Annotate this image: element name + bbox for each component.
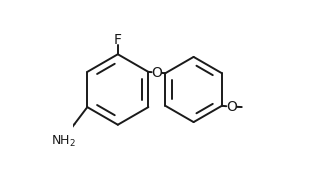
Text: F: F — [114, 33, 122, 47]
Text: O: O — [226, 100, 237, 114]
Text: O: O — [151, 66, 162, 79]
Text: NH$_2$: NH$_2$ — [51, 134, 76, 149]
